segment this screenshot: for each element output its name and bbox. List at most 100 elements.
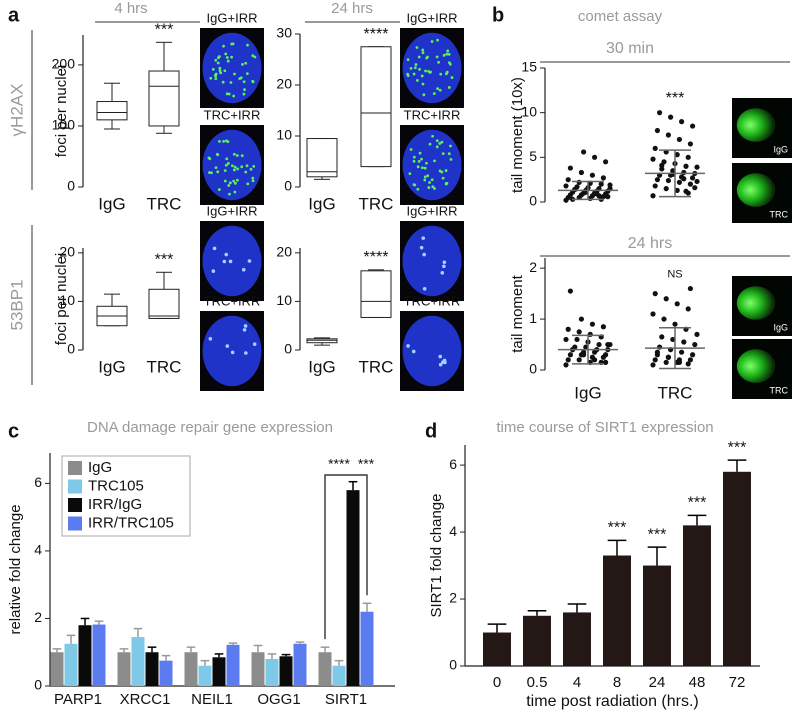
point [657, 344, 663, 350]
focus [224, 163, 228, 167]
focus [415, 46, 419, 49]
point [567, 288, 574, 294]
focus [427, 186, 431, 189]
focus [207, 156, 211, 160]
x-tick-label: TRC [147, 194, 182, 213]
point [692, 341, 698, 348]
focus [240, 165, 244, 169]
focus [242, 328, 247, 332]
focus [441, 152, 445, 156]
y-tick-label: 5 [529, 148, 537, 164]
point [685, 306, 691, 312]
y-tick-label: 0 [34, 677, 42, 693]
point [592, 357, 598, 363]
focus [251, 176, 255, 180]
focus [225, 157, 229, 161]
point [654, 127, 661, 134]
legend-swatch [68, 479, 82, 494]
y-tick-label: 20 [276, 244, 292, 260]
focus [233, 190, 237, 194]
focus [440, 140, 444, 144]
point [663, 359, 669, 365]
focus [244, 351, 248, 355]
significance: *** [648, 526, 667, 543]
focus [211, 269, 216, 273]
focus [223, 69, 227, 73]
y-axis-label: foci per nuclei [53, 253, 70, 346]
y-tick-label: 1 [529, 310, 537, 326]
point [589, 172, 596, 178]
point [650, 156, 656, 162]
focus [228, 181, 232, 185]
focus [428, 142, 432, 146]
focus [442, 264, 446, 269]
point [676, 136, 683, 143]
focus [421, 82, 425, 86]
point [650, 311, 656, 317]
y-tick-label: 30 [276, 25, 292, 41]
point [600, 175, 607, 181]
focus [422, 93, 426, 97]
bar [117, 652, 131, 686]
focus [222, 259, 227, 264]
point [652, 357, 658, 363]
bracket [324, 474, 368, 640]
focus [438, 354, 443, 359]
y-tick-label: 15 [521, 59, 537, 75]
focus [218, 69, 222, 73]
focus [225, 56, 229, 59]
focus [418, 68, 421, 71]
point [605, 341, 611, 348]
focus [420, 166, 424, 170]
x-tick-label: 72 [729, 674, 746, 691]
point [578, 316, 585, 322]
image-label: IgG+IRR [207, 203, 258, 218]
significance: *** [728, 439, 747, 456]
bar [603, 555, 631, 666]
focus [211, 67, 215, 71]
focus [449, 144, 452, 148]
focus [441, 176, 445, 180]
panel-letter: d [425, 420, 437, 442]
focus [442, 260, 447, 265]
focus [447, 86, 451, 89]
focus [438, 88, 442, 92]
point [661, 316, 667, 322]
point [687, 181, 694, 187]
focus [423, 175, 427, 179]
focus [414, 63, 418, 66]
point [565, 357, 571, 363]
focus [209, 76, 213, 80]
significance: **** [364, 249, 389, 266]
point [692, 185, 698, 191]
y-axis-label: SIRT1 fold change [428, 494, 445, 618]
y-axis-label: relative fold change [7, 504, 24, 634]
y-tick-label: 20 [276, 76, 292, 92]
point [598, 181, 604, 187]
focus [443, 360, 447, 365]
x-tick-label: 4 [573, 674, 581, 691]
focus [241, 267, 246, 272]
point [650, 362, 656, 368]
point [605, 194, 611, 200]
focus [421, 51, 425, 55]
focus [406, 344, 410, 348]
point [652, 291, 658, 297]
focus [425, 161, 428, 165]
point [687, 285, 694, 292]
image-label: TRC [770, 385, 789, 395]
x-tick-label: PARP1 [54, 691, 102, 708]
y-axis-label: tail moment [509, 274, 526, 352]
point [572, 186, 578, 193]
point [581, 149, 587, 155]
focus [418, 151, 422, 155]
point [685, 361, 691, 367]
chart-title: 24 hrs [331, 0, 373, 17]
y-axis-label: foci per nuclei [53, 65, 70, 158]
y-tick-label: 10 [276, 292, 292, 308]
chart-title: 4 hrs [114, 0, 147, 17]
nucleus [402, 315, 462, 387]
focus [417, 55, 421, 59]
focus [243, 324, 248, 328]
